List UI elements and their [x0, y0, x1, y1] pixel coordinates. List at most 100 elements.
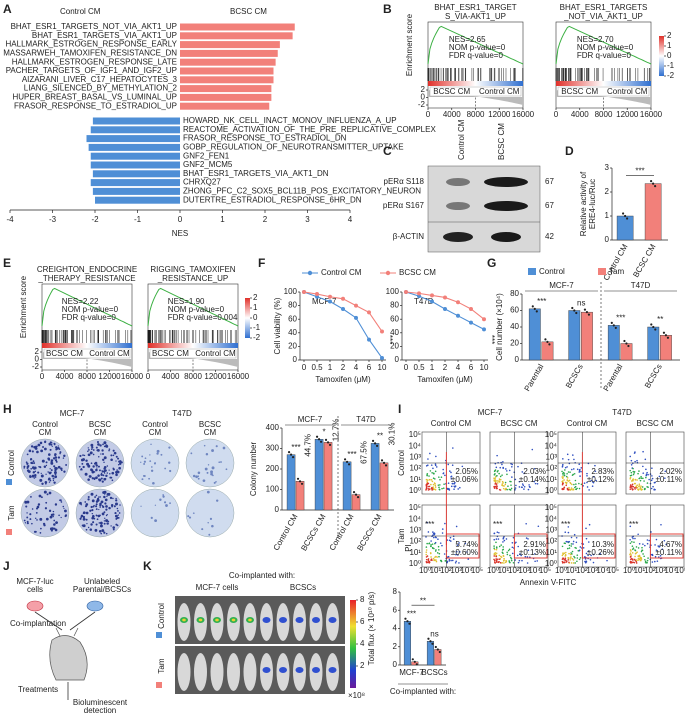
- bar: [581, 311, 593, 361]
- colony: [204, 467, 207, 470]
- event: [430, 479, 433, 481]
- colony: [62, 505, 65, 508]
- colony: [162, 494, 165, 496]
- event: [518, 486, 521, 488]
- colony: [39, 517, 43, 521]
- colony: [113, 505, 116, 508]
- event: [441, 487, 443, 490]
- colony: [95, 464, 98, 467]
- event: [644, 544, 646, 547]
- significance: **: [377, 431, 383, 440]
- colony: [112, 449, 115, 452]
- colony: [50, 513, 54, 517]
- event: [639, 487, 641, 489]
- replicate-dot: [575, 311, 578, 315]
- y-tick-label: 4: [393, 624, 398, 633]
- replicate-dot: [625, 342, 628, 345]
- row-label: Control: [157, 603, 166, 629]
- event: [454, 481, 456, 484]
- event: [430, 464, 433, 466]
- colony: [63, 454, 66, 458]
- event: [566, 479, 569, 481]
- colorbar-label: 1: [667, 41, 672, 50]
- replicate-dot: [623, 339, 626, 343]
- event: [637, 533, 639, 536]
- event: [586, 486, 589, 488]
- colony: [50, 443, 53, 446]
- event: [632, 485, 635, 488]
- event: [578, 469, 581, 472]
- event: [579, 557, 582, 559]
- event: [562, 474, 564, 476]
- colony: [59, 451, 62, 454]
- colony: [28, 449, 32, 453]
- event: [427, 482, 430, 485]
- marker: [354, 315, 358, 320]
- replicate-dot: [347, 463, 351, 466]
- bar-label: MASSARWEH_TAMOXIFEN_RESISTANCE_DN: [3, 49, 177, 58]
- event: [521, 471, 524, 473]
- colony: [53, 523, 56, 526]
- replicate-dot: [345, 460, 349, 463]
- bar: [92, 187, 180, 195]
- event: [450, 559, 452, 562]
- colony: [115, 502, 118, 506]
- colony: [87, 450, 89, 452]
- event: [562, 480, 564, 482]
- colony: [58, 514, 60, 517]
- x-tick-label: 0: [178, 215, 183, 224]
- event: [629, 485, 632, 487]
- replicate-dot: [354, 493, 358, 496]
- event: [456, 544, 459, 546]
- event: [525, 522, 527, 525]
- event: [497, 538, 500, 540]
- colony: [160, 453, 163, 456]
- replicate-dot: [654, 328, 657, 331]
- event: [566, 488, 569, 491]
- diagram-label: Bioluminescent: [73, 698, 128, 707]
- colony: [101, 449, 104, 452]
- event: [642, 450, 644, 453]
- event: [629, 538, 631, 541]
- event: [498, 478, 501, 480]
- event: [437, 545, 440, 548]
- event: [564, 555, 567, 557]
- colony: [30, 445, 34, 448]
- colony: [37, 471, 40, 474]
- y-tick-label: 2: [35, 347, 40, 356]
- event: [450, 485, 453, 488]
- x-tick-label: 2: [443, 363, 448, 372]
- band: [484, 201, 528, 211]
- bar: [644, 183, 662, 241]
- bar: [180, 67, 274, 75]
- colony: [154, 519, 158, 523]
- stat-label: NES=1.90: [168, 297, 205, 306]
- event: [493, 561, 496, 564]
- legend-marker: [307, 270, 313, 276]
- event: [578, 549, 581, 552]
- event: [511, 465, 513, 468]
- x-tick-label: 10¹: [430, 566, 442, 575]
- event: [634, 537, 636, 540]
- column-label: Control CM: [431, 419, 472, 428]
- well: [75, 488, 125, 538]
- event: [458, 562, 460, 564]
- event: [629, 476, 632, 479]
- event: [655, 538, 658, 541]
- event: [427, 559, 430, 561]
- x-tick-label: 16000: [227, 372, 250, 381]
- event: [495, 541, 497, 544]
- event: [431, 471, 433, 474]
- event: [629, 455, 631, 458]
- colony: [92, 471, 95, 473]
- colorbar-label: 2: [360, 661, 365, 670]
- x-tick-label: 8000: [78, 372, 96, 381]
- column-label: CM: [204, 428, 217, 437]
- event: [443, 553, 446, 555]
- replicate-dot: [431, 642, 434, 645]
- event: [511, 546, 514, 549]
- event: [654, 544, 656, 546]
- event: [641, 488, 643, 491]
- event: [640, 475, 642, 478]
- legend-label: Control CM: [321, 268, 362, 277]
